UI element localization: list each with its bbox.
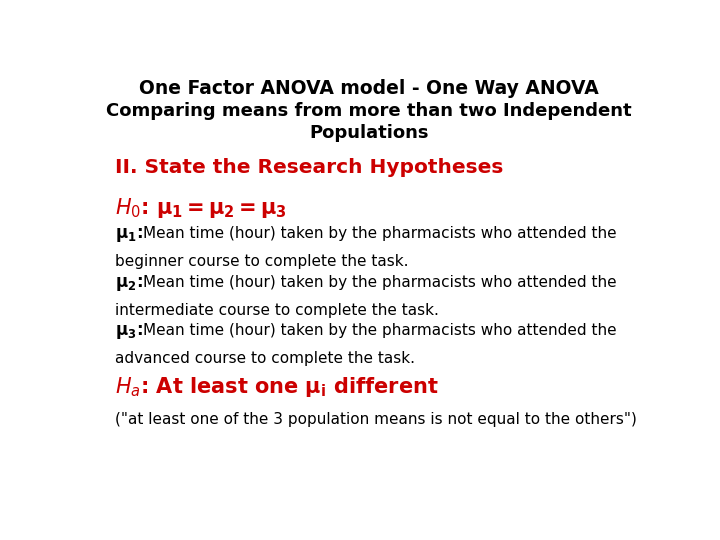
Text: ("at least one of the 3 population means is not equal to the others"): ("at least one of the 3 population means… [115, 412, 637, 427]
Text: $\mathbf{\mu_3}$:: $\mathbf{\mu_3}$: [115, 323, 143, 341]
Text: $\mathit{H}_{a}$: At least one $\mathbf{\mu_i}$ different: $\mathit{H}_{a}$: At least one $\mathbf{… [115, 375, 438, 399]
Text: $\mathbf{\mu_2}$:: $\mathbf{\mu_2}$: [115, 275, 143, 293]
Text: Populations: Populations [310, 124, 428, 142]
Text: Comparing means from more than two Independent: Comparing means from more than two Indep… [106, 102, 632, 120]
Text: Mean time (hour) taken by the pharmacists who attended the: Mean time (hour) taken by the pharmacist… [143, 323, 616, 339]
Text: One Factor ANOVA model - One Way ANOVA: One Factor ANOVA model - One Way ANOVA [139, 79, 599, 98]
Text: $\mathbf{\mu_1}$:: $\mathbf{\mu_1}$: [115, 226, 143, 244]
Text: intermediate course to complete the task.: intermediate course to complete the task… [115, 302, 439, 318]
Text: Mean time (hour) taken by the pharmacists who attended the: Mean time (hour) taken by the pharmacist… [143, 226, 616, 241]
Text: II. State the Research Hypotheses: II. State the Research Hypotheses [115, 158, 503, 177]
Text: advanced course to complete the task.: advanced course to complete the task. [115, 352, 415, 366]
Text: $\mathit{H}_{0}$: $\mathbf{\mu_1 = \mu_2 = \mu_3}$: $\mathit{H}_{0}$: $\mathbf{\mu_1 = \mu_2… [115, 196, 287, 220]
Text: beginner course to complete the task.: beginner course to complete the task. [115, 254, 409, 269]
Text: Mean time (hour) taken by the pharmacists who attended the: Mean time (hour) taken by the pharmacist… [143, 275, 616, 290]
